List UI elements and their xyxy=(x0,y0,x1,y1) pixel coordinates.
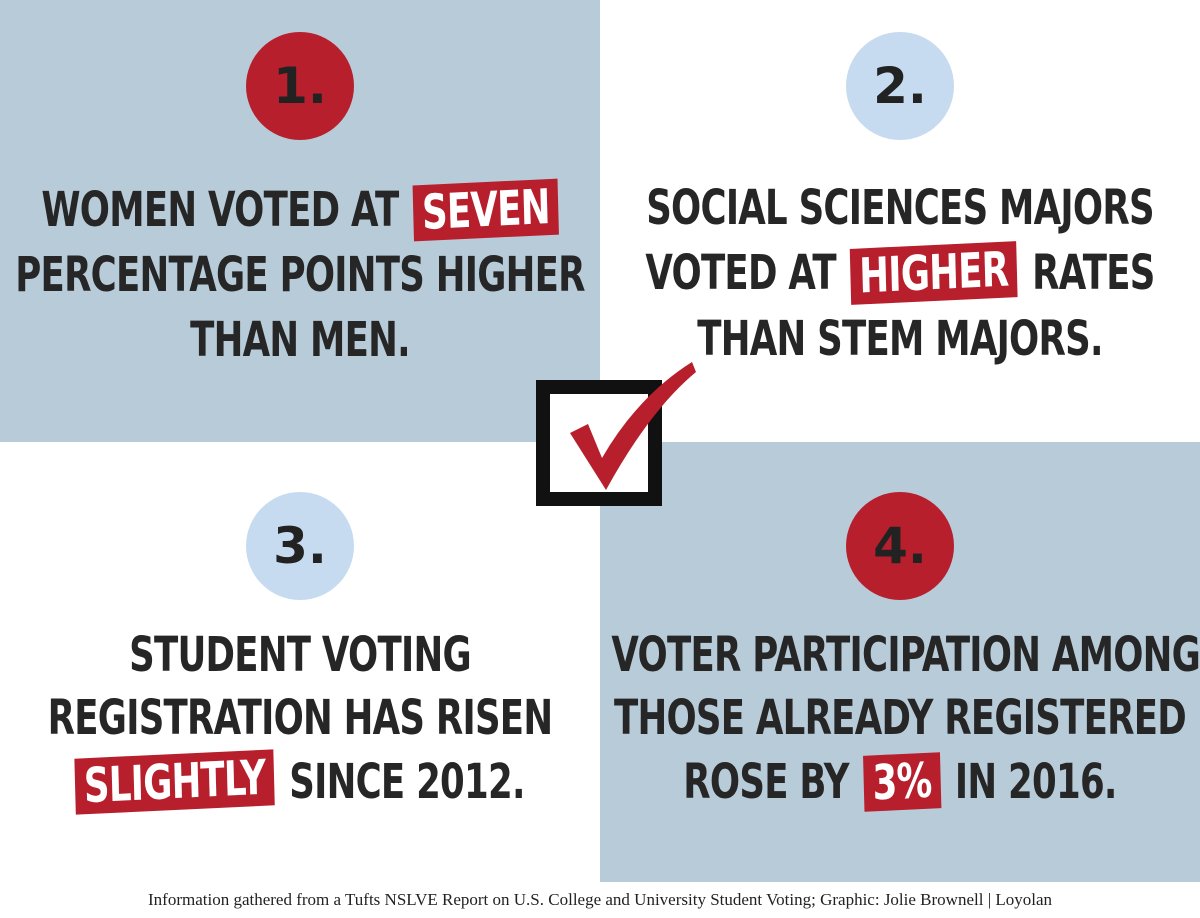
statement-line: STUDENT VOTING xyxy=(4,627,596,683)
statement-line: THOSE ALREADY REGISTERED xyxy=(604,690,1196,746)
statement-text: SOCIAL SCIENCES MAJORS xyxy=(646,180,1154,236)
statement-text: ROSE BY xyxy=(683,754,849,810)
highlight-word: SLIGHTLY xyxy=(74,749,276,815)
statement-line: VOTED AT HIGHER RATES xyxy=(604,241,1196,305)
highlight-word: HIGHER xyxy=(849,241,1019,305)
highlight-word: 3% xyxy=(862,752,941,812)
statement-text: PERCENTAGE POINTS HIGHER xyxy=(15,247,585,303)
footer: Information gathered from a Tufts NSLVE … xyxy=(148,890,1052,909)
number-badge: 3. xyxy=(246,492,354,600)
statement-line: ROSE BY 3% IN 2016. xyxy=(604,752,1196,812)
checkbox xyxy=(536,380,662,506)
statement-text: THAN STEM MAJORS. xyxy=(697,311,1103,367)
statement-text: WOMEN VOTED AT xyxy=(41,182,399,238)
number-badge: 1. xyxy=(246,32,354,140)
statement-text: VOTER PARTICIPATION AMONG xyxy=(611,627,1200,683)
statement-line: THAN MEN. xyxy=(4,312,596,368)
statement-text: IN 2016. xyxy=(954,754,1117,810)
statement-text: VOTED AT xyxy=(645,245,836,301)
statement-text: REGISTRATION HAS RISEN xyxy=(47,690,553,746)
statement-text: STUDENT VOTING xyxy=(129,627,471,683)
panel: 1. WOMEN VOTED AT SEVEN PERCENTAGE POINTS H… xyxy=(0,0,600,442)
statement-text: THOSE ALREADY REGISTERED xyxy=(614,690,1187,746)
checkbox-icon xyxy=(536,362,696,506)
statement-text: RATES xyxy=(1032,245,1155,301)
number-badge: 4. xyxy=(846,492,954,600)
statement-line: REGISTRATION HAS RISEN xyxy=(4,690,596,746)
statement-line: WOMEN VOTED AT SEVEN xyxy=(4,178,596,242)
number-badge: 2. xyxy=(846,32,954,140)
panel: 2. SOCIAL SCIENCES MAJORS VOTED AT HIGHER RA… xyxy=(600,0,1200,442)
statement-line: SLIGHTLY SINCE 2012. xyxy=(4,749,596,815)
panel: 4. VOTER PARTICIPATION AMONG THOSE ALREADY… xyxy=(600,442,1200,882)
statement-text: THAN MEN. xyxy=(190,312,410,368)
checkmark xyxy=(570,362,696,490)
statement-line: SOCIAL SCIENCES MAJORS xyxy=(604,180,1196,236)
panel: 3. STUDENT VOTING REGISTRATION HAS RISEN SL… xyxy=(0,442,600,882)
highlight-word: SEVEN xyxy=(412,178,560,242)
statement-line: THAN STEM MAJORS. xyxy=(604,311,1196,367)
statement-line: VOTER PARTICIPATION AMONG xyxy=(604,627,1200,683)
statement-line: PERCENTAGE POINTS HIGHER xyxy=(4,247,596,303)
statement-text: SINCE 2012. xyxy=(289,754,525,810)
